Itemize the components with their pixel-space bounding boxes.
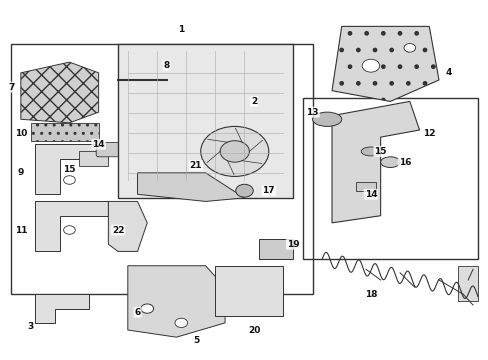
- Text: 11: 11: [15, 225, 27, 234]
- Circle shape: [165, 76, 177, 84]
- Circle shape: [141, 304, 153, 313]
- Text: 15: 15: [374, 147, 386, 156]
- Ellipse shape: [361, 147, 380, 156]
- Text: 14: 14: [364, 190, 376, 199]
- Circle shape: [235, 184, 253, 197]
- Text: 13: 13: [305, 108, 318, 117]
- Text: 21: 21: [189, 161, 202, 170]
- Text: 12: 12: [422, 129, 435, 138]
- Text: 3: 3: [27, 322, 34, 331]
- Ellipse shape: [312, 112, 341, 126]
- Text: 9: 9: [18, 168, 24, 177]
- Circle shape: [220, 141, 249, 162]
- FancyBboxPatch shape: [215, 266, 283, 316]
- Text: 18: 18: [364, 290, 376, 299]
- FancyBboxPatch shape: [30, 123, 99, 141]
- Text: 4: 4: [445, 68, 451, 77]
- Polygon shape: [35, 144, 108, 194]
- Text: 10: 10: [15, 129, 27, 138]
- Circle shape: [63, 176, 75, 184]
- FancyBboxPatch shape: [96, 143, 120, 157]
- Text: 7: 7: [8, 83, 14, 92]
- Text: 2: 2: [250, 97, 257, 106]
- FancyBboxPatch shape: [356, 182, 375, 191]
- Polygon shape: [331, 26, 438, 102]
- Text: 6: 6: [134, 308, 141, 317]
- Polygon shape: [35, 202, 108, 251]
- Circle shape: [362, 59, 379, 72]
- Polygon shape: [21, 62, 99, 123]
- Circle shape: [403, 44, 415, 52]
- Polygon shape: [118, 44, 292, 198]
- Text: 15: 15: [63, 165, 76, 174]
- Ellipse shape: [380, 157, 399, 167]
- Text: 1: 1: [178, 26, 184, 35]
- Text: 22: 22: [112, 225, 124, 234]
- Text: 8: 8: [163, 61, 169, 70]
- Text: 5: 5: [192, 336, 199, 345]
- Polygon shape: [127, 266, 224, 337]
- Text: 19: 19: [286, 240, 299, 249]
- FancyBboxPatch shape: [259, 239, 292, 258]
- Text: 20: 20: [247, 325, 260, 334]
- Polygon shape: [108, 202, 147, 251]
- Polygon shape: [458, 266, 477, 301]
- Circle shape: [201, 126, 268, 176]
- Text: 16: 16: [398, 158, 410, 167]
- FancyBboxPatch shape: [79, 152, 108, 166]
- Circle shape: [175, 318, 187, 328]
- Circle shape: [63, 226, 75, 234]
- Polygon shape: [35, 294, 89, 323]
- Text: 17: 17: [262, 186, 275, 195]
- Text: 14: 14: [92, 140, 105, 149]
- Polygon shape: [137, 173, 244, 202]
- Polygon shape: [331, 102, 419, 223]
